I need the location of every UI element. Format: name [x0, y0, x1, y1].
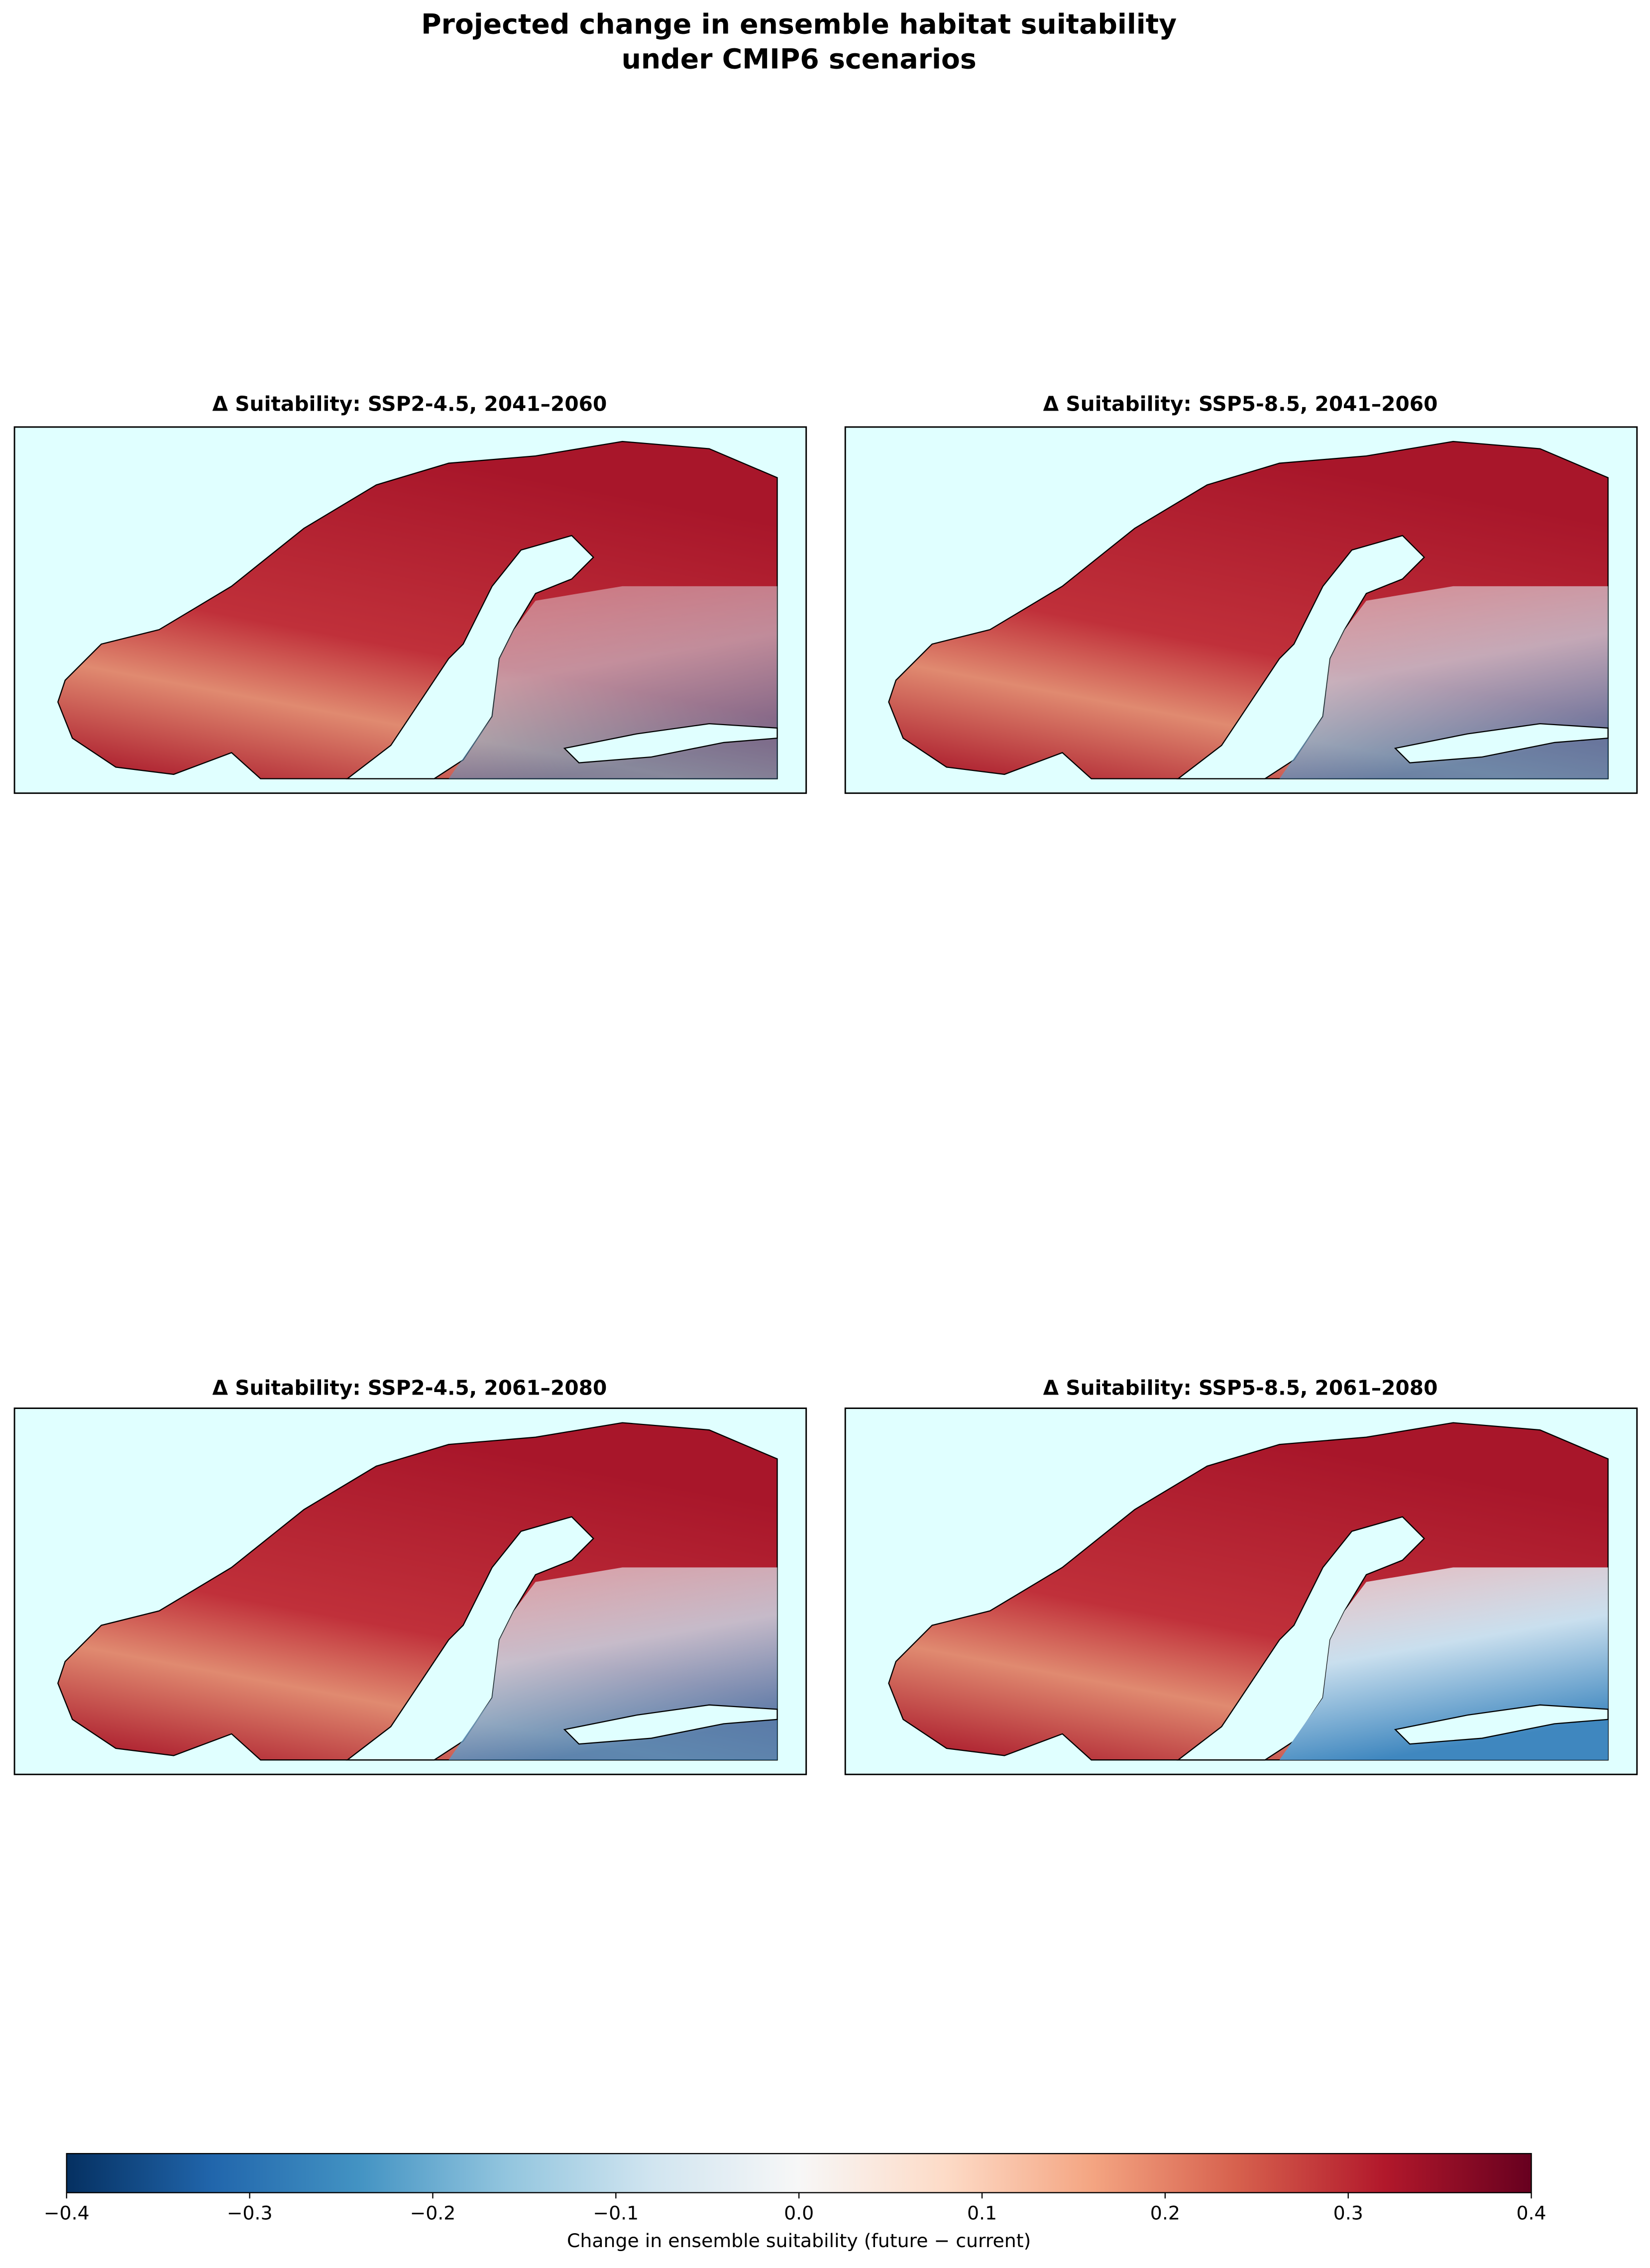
tick-label: 0.4 — [1516, 2202, 1546, 2224]
tick-label: −0.4 — [44, 2202, 90, 2224]
figure-title: Projected change in ensemble habitat sui… — [421, 9, 1177, 41]
panel-title: Δ Suitability: SSP2-4.5, 2061–2080 — [213, 1376, 607, 1400]
colorbar-label: Change in ensemble suitability (future −… — [567, 2230, 1031, 2252]
map-panel — [844, 426, 1638, 794]
panel-title: Δ Suitability: SSP5-8.5, 2041–2060 — [1043, 392, 1438, 416]
tick-label: −0.1 — [593, 2202, 639, 2224]
tick-label: −0.2 — [410, 2202, 456, 2224]
tick-label: 0.3 — [1333, 2202, 1363, 2224]
tick-label: 0.2 — [1150, 2202, 1180, 2224]
tick-label: 0.1 — [967, 2202, 997, 2224]
tick-label: −0.3 — [227, 2202, 273, 2224]
map-panel — [13, 1407, 807, 1775]
panel-title: Δ Suitability: SSP2-4.5, 2041–2060 — [213, 392, 607, 416]
figure-title: under CMIP6 scenarios — [622, 43, 977, 75]
tick-label: 0.0 — [784, 2202, 814, 2224]
map-panel — [844, 1407, 1638, 1775]
map-panel — [13, 426, 807, 794]
panel-title: Δ Suitability: SSP5-8.5, 2061–2080 — [1043, 1376, 1438, 1400]
colorbar — [66, 2153, 1532, 2193]
